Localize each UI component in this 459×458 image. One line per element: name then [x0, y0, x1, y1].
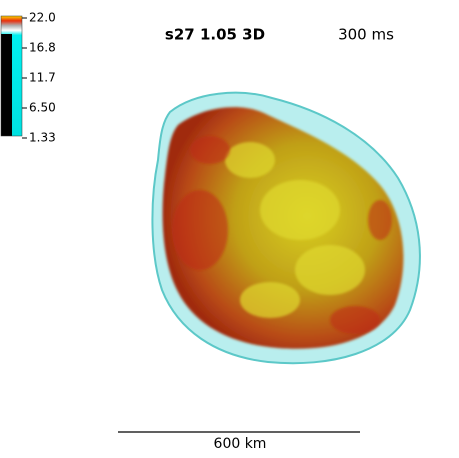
- colorbar: [0, 15, 23, 137]
- ejecta-highlights: [225, 142, 365, 318]
- colorbar-label: 1.33: [29, 131, 56, 145]
- colorbar-labels: 22.0 16.8 11.7 6.50 1.33: [22, 11, 56, 145]
- time-label: 300 ms: [338, 26, 394, 44]
- colorbar-label: 11.7: [29, 71, 56, 85]
- ejecta-dark: [172, 136, 392, 334]
- render: [151, 91, 421, 365]
- colorbar-label: 16.8: [29, 41, 56, 55]
- colorbar-label: 22.0: [29, 11, 56, 25]
- title: s27 1.05 3D: [165, 26, 265, 44]
- colorbar-label: 6.50: [29, 101, 56, 115]
- colorbar-frame: [0, 15, 23, 137]
- colorbar-opacity: [1, 34, 12, 136]
- scale-label: 600 km: [214, 436, 267, 452]
